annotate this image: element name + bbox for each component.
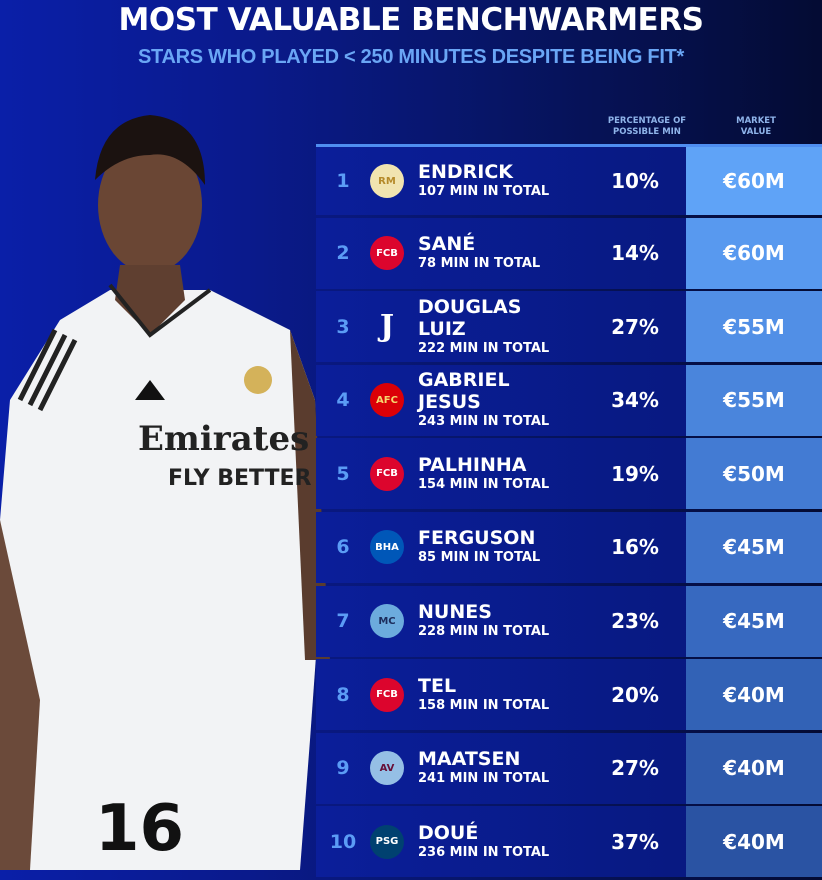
real-madrid-crest-icon: RM <box>370 164 404 198</box>
player-name: GABRIEL JESUS <box>418 369 510 414</box>
aston-villa-crest-icon: AV <box>370 751 404 786</box>
player-name: ENDRICK <box>418 161 514 183</box>
minutes-played: 222 MIN IN TOTAL <box>418 340 550 356</box>
rank: 1 <box>336 170 350 192</box>
bayern-crest-icon: FCB <box>370 236 404 271</box>
psg-crest-icon: PSG <box>370 824 404 859</box>
table-row: 10 PSG DOUÉ 236 MIN IN TOTAL 37% €40M <box>316 806 822 878</box>
page-title: MOST VALUABLE BENCHWARMERS <box>118 2 704 38</box>
player-photo: Emirates FLY BETTER 16 <box>0 115 330 870</box>
minutes-played: 243 MIN IN TOTAL <box>418 414 550 430</box>
rank: 6 <box>336 536 350 559</box>
player-name: PALHINHA <box>418 453 527 476</box>
table-row: 1 RM ENDRICK 107 MIN IN TOTAL 10% €60M <box>316 144 822 215</box>
minutes-played: 158 MIN IN TOTAL <box>418 697 550 713</box>
market-value: €55M <box>686 364 822 436</box>
percentage-of-possible-min: 27% <box>611 756 659 781</box>
table-row: 3 J DOUGLAS LUIZ 222 MIN IN TOTAL 27% €5… <box>316 291 822 363</box>
shirt-number: 16 <box>95 792 184 866</box>
player-name: SANÉ <box>418 233 476 256</box>
arsenal-crest-icon: AFC <box>370 383 404 418</box>
market-value: €40M <box>686 732 822 804</box>
bayern-crest-icon: FCB <box>370 677 404 712</box>
table-row: 5 FCB PALHINHA 154 MIN IN TOTAL 19% €50M <box>316 438 822 510</box>
rank: 5 <box>336 462 350 485</box>
rank: 4 <box>336 389 350 412</box>
percentage-of-possible-min: 14% <box>611 241 659 266</box>
table-row: 2 FCB SANÉ 78 MIN IN TOTAL 14% €60M <box>316 217 822 289</box>
juventus-crest-icon: J <box>379 309 395 345</box>
market-value: €50M <box>686 438 822 510</box>
minutes-played: 154 MIN IN TOTAL <box>418 476 550 492</box>
market-value: €45M <box>686 511 822 583</box>
minutes-played: 236 MIN IN TOTAL <box>418 844 550 860</box>
minutes-played: 85 MIN IN TOTAL <box>418 550 541 566</box>
percentage-of-possible-min: 27% <box>611 314 659 339</box>
percentage-of-possible-min: 23% <box>611 609 659 634</box>
minutes-played: 107 MIN IN TOTAL <box>418 184 550 199</box>
table-row: 4 AFC GABRIEL JESUS 243 MIN IN TOTAL 34%… <box>316 364 822 436</box>
rank: 3 <box>336 315 350 338</box>
market-value: €45M <box>686 585 822 657</box>
column-header-market-value: MARKET VALUE <box>736 116 776 137</box>
table-row: 8 FCB TEL 158 MIN IN TOTAL 20% €40M <box>316 659 822 731</box>
percentage-of-possible-min: 19% <box>611 461 659 486</box>
column-header-percentage: PERCENTAGE OF POSSIBLE MIN <box>607 116 687 137</box>
percentage-of-possible-min: 16% <box>611 535 659 560</box>
rankings-table: 1 RM ENDRICK 107 MIN IN TOTAL 10% €60M 2 … <box>316 144 822 880</box>
rank: 9 <box>336 757 350 780</box>
minutes-played: 78 MIN IN TOTAL <box>418 256 541 272</box>
market-value: €60M <box>686 147 822 215</box>
market-value: €60M <box>686 217 822 289</box>
rank: 8 <box>336 683 350 706</box>
player-name: MAATSEN <box>418 748 521 771</box>
player-name: NUNES <box>418 601 492 624</box>
man-city-crest-icon: MC <box>370 604 404 639</box>
rank: 2 <box>336 242 350 265</box>
player-name: DOUGLAS LUIZ <box>418 295 522 340</box>
minutes-played: 241 MIN IN TOTAL <box>418 771 550 787</box>
percentage-of-possible-min: 20% <box>611 682 659 707</box>
shirt-sponsor: Emirates <box>138 419 309 459</box>
minutes-played: 228 MIN IN TOTAL <box>418 624 550 640</box>
page-subtitle: STARS WHO PLAYED < 250 MINUTES DESPITE B… <box>138 46 684 68</box>
percentage-of-possible-min: 37% <box>611 829 659 854</box>
market-value: €40M <box>686 806 822 878</box>
table-row: 6 BHA FERGUSON 85 MIN IN TOTAL 16% €45M <box>316 511 822 583</box>
market-value: €55M <box>686 291 822 363</box>
market-value: €40M <box>686 659 822 731</box>
percentage-of-possible-min: 34% <box>611 388 659 413</box>
rank: 7 <box>336 610 350 633</box>
player-name: FERGUSON <box>418 527 536 550</box>
rank: 10 <box>329 830 357 853</box>
table-row: 7 MC NUNES 228 MIN IN TOTAL 23% €45M <box>316 585 822 657</box>
bayern-crest-icon: FCB <box>370 456 404 491</box>
player-name: DOUÉ <box>418 821 479 844</box>
player-name: TEL <box>418 674 457 697</box>
percentage-of-possible-min: 10% <box>611 169 659 193</box>
shirt-slogan: FLY BETTER <box>168 466 312 491</box>
brighton-crest-icon: BHA <box>370 530 404 565</box>
table-row: 9 AV MAATSEN 241 MIN IN TOTAL 27% €40M <box>316 732 822 804</box>
